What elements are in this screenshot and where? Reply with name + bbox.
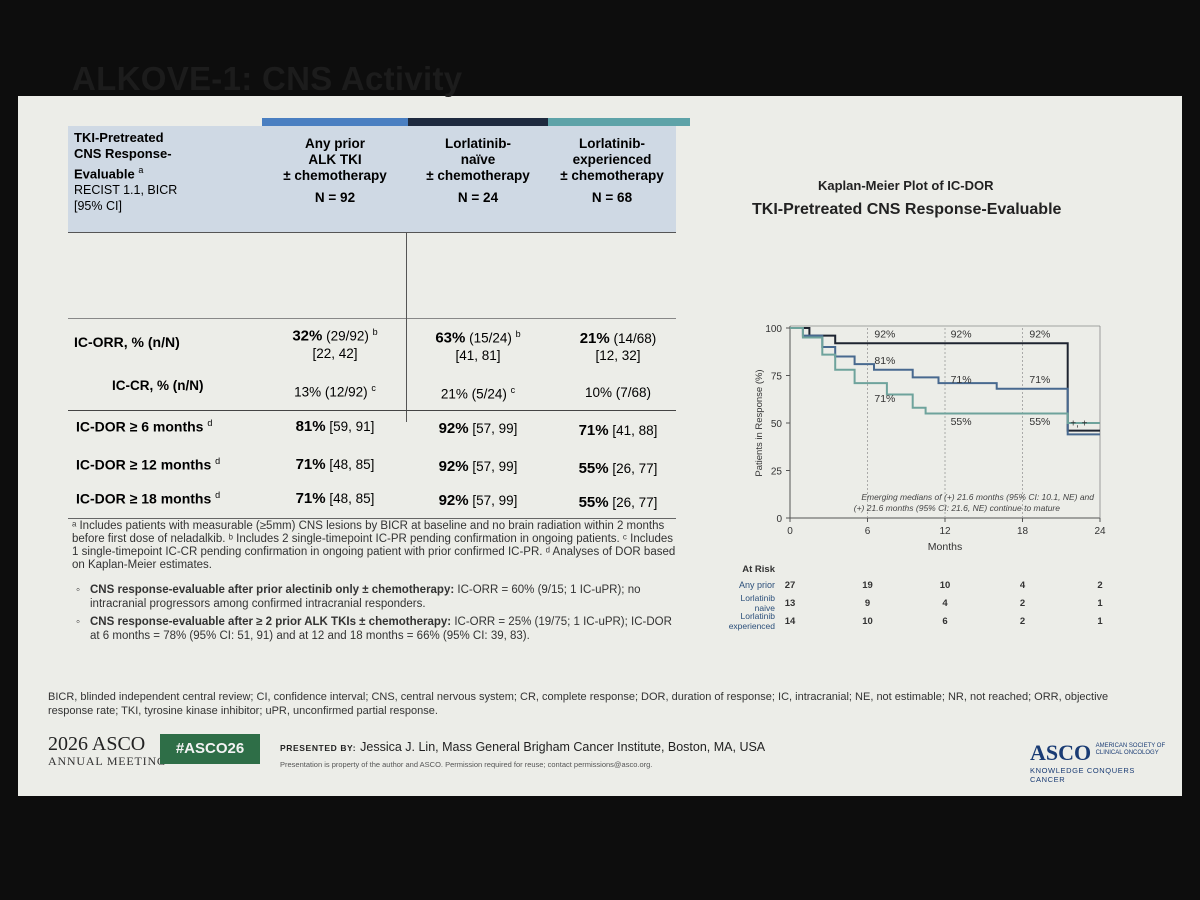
row-label-dor-6: IC-DOR ≥ 6 months d <box>76 418 213 435</box>
bullet-alectinib: ◦ CNS response-evaluable after prior alec… <box>76 584 641 610</box>
at-risk-value: 6 <box>942 616 947 627</box>
censor-marks: +, + <box>1070 419 1087 430</box>
at-risk-row-label: experienced <box>729 621 776 631</box>
table-divider <box>68 318 676 319</box>
at-risk-value: 19 <box>862 580 873 591</box>
row-label-dor-18: IC-DOR ≥ 18 months d <box>76 490 221 507</box>
table-divider <box>68 410 676 411</box>
cell-dor6-any: 81% [59, 91] <box>295 418 375 435</box>
at-risk-row-label: Lorlatinib <box>741 611 776 621</box>
cell-dor12-any: 71% [48, 85] <box>295 456 375 473</box>
at-risk-value: 10 <box>862 616 873 627</box>
cell-ic-cr-naive: 21% (5/24) c <box>440 385 516 402</box>
km-curve-lorlatinib-experienced <box>790 327 1100 424</box>
table-divider <box>68 232 676 233</box>
at-risk-row-label: naive <box>755 603 776 613</box>
row-label-dor-12: IC-DOR ≥ 12 months d <box>76 456 221 473</box>
at-risk-row-label: Any prior <box>739 580 775 590</box>
header-any-prior: Any prior ALK TKI ± chemotherapy N = 92 <box>283 136 387 205</box>
hashtag-badge: #ASCO26 <box>160 734 260 764</box>
chart-title: Kaplan-Meier Plot of IC-DOR <box>818 178 994 193</box>
cell-ic-orr-any: 32% (29/92) b [22, 42] <box>292 327 378 361</box>
at-risk-value: 10 <box>940 580 951 591</box>
column-divider <box>406 232 407 422</box>
at-risk-value: 27 <box>785 580 796 591</box>
at-risk-value: 2 <box>1097 580 1102 591</box>
x-tick-label: 18 <box>1017 526 1029 537</box>
at-risk-value: 13 <box>785 598 796 609</box>
cell-dor18-any: 71% [48, 85] <box>295 490 375 507</box>
chart-subtitle: TKI-Pretreated CNS Response-Evaluable <box>752 201 1062 218</box>
at-risk-value: 1 <box>1097 616 1103 627</box>
cell-dor18-exp: 55% [26, 77] <box>578 494 658 511</box>
median-annotation: (+) 21.6 months (95% CI: 21.6, NE) conti… <box>854 503 1060 513</box>
at-risk-row-label: Lorlatinib <box>741 593 776 603</box>
permission-note: Presentation is property of the author a… <box>280 760 653 769</box>
y-tick-label: 25 <box>771 467 783 478</box>
x-tick-label: 6 <box>865 526 871 537</box>
table-header: TKI-Pretreated CNS Response- Evaluable a… <box>68 126 676 232</box>
x-axis-label: Months <box>928 541 962 553</box>
header-lorl-exp: Lorlatinib-experienced ± chemotherapy N = … <box>560 136 664 205</box>
at-risk-value: 9 <box>865 598 870 609</box>
cell-dor12-naive: 92% [57, 99] <box>438 458 518 475</box>
data-label: 92% <box>951 329 972 341</box>
table-bottom-line <box>68 518 676 519</box>
meeting-logo: 2026 ASCO ANNUAL MEETING <box>48 733 167 768</box>
x-tick-label: 12 <box>939 526 951 537</box>
data-label: 55% <box>1029 416 1050 428</box>
y-tick-label: 50 <box>771 419 783 430</box>
at-risk-value: 2 <box>1020 598 1025 609</box>
cell-dor12-exp: 55% [26, 77] <box>578 460 658 477</box>
data-label: 71% <box>874 393 895 405</box>
at-risk-value: 14 <box>785 616 796 627</box>
cell-ic-cr-any: 13% (12/92) c <box>294 383 376 400</box>
at-risk-value: 1 <box>1097 598 1103 609</box>
header-lorl-naive: Lorlatinib-naïve ± chemotherapy N = 24 <box>426 136 530 205</box>
cell-ic-orr-exp: 21% (14/68) [12, 32] <box>579 330 657 363</box>
footnotes: ᵃ Includes patients with measurable (≥5m… <box>72 520 676 571</box>
at-risk-header: At Risk <box>742 564 775 575</box>
asco-logo: ASCO AMERICAN SOCIETY OF CLINICAL ONCOLO… <box>1030 740 1166 784</box>
data-label: 81% <box>874 355 895 367</box>
data-label: 92% <box>874 329 895 341</box>
data-label: 71% <box>951 374 972 386</box>
x-tick-label: 24 <box>1094 526 1106 537</box>
y-axis-label: Patients in Response (%) <box>754 369 765 476</box>
cell-ic-cr-exp: 10% (7/68) <box>584 385 652 400</box>
slide-title: ALKOVE-1: CNS Activity <box>72 60 463 97</box>
cell-ic-orr-naive: 63% (15/24) b [41, 81] <box>435 329 521 363</box>
cell-dor6-exp: 71% [41, 88] <box>578 422 658 439</box>
col-bar-lorl-exp <box>548 118 690 126</box>
presenter: PRESENTED BY: Jessica J. Lin, Mass Genera… <box>280 740 766 754</box>
cell-dor6-naive: 92% [57, 99] <box>438 420 518 437</box>
col-bar-any-prior <box>262 118 408 126</box>
at-risk-value: 4 <box>942 598 948 609</box>
data-label: 92% <box>1029 329 1050 341</box>
km-curve-lorlatinib-na-ve <box>790 327 1100 432</box>
median-annotation: Emerging medians of (+) 21.6 months (95%… <box>861 492 1094 502</box>
at-risk-value: 4 <box>1020 580 1026 591</box>
y-tick-label: 75 <box>771 372 783 383</box>
data-label: 55% <box>951 416 972 428</box>
col-bar-lorl-naive <box>408 118 548 126</box>
x-tick-label: 0 <box>787 526 793 537</box>
row-label-ic-cr: IC-CR, % (n/N) <box>112 378 204 393</box>
y-tick-label: 100 <box>765 324 782 335</box>
abbreviations: BICR, blinded independent central review… <box>48 691 1109 717</box>
header-row-label: TKI-Pretreated CNS Response- Evaluable a… <box>74 130 178 214</box>
row-label-ic-orr: IC-ORR, % (n/N) <box>74 334 180 350</box>
at-risk-value: 2 <box>1020 616 1025 627</box>
data-label: 71% <box>1029 374 1050 386</box>
bullet-two-prior: ◦ CNS response-evaluable after ≥ 2 prior … <box>76 616 672 642</box>
y-tick-label: 0 <box>776 514 782 525</box>
cell-dor18-naive: 92% [57, 99] <box>438 492 518 509</box>
